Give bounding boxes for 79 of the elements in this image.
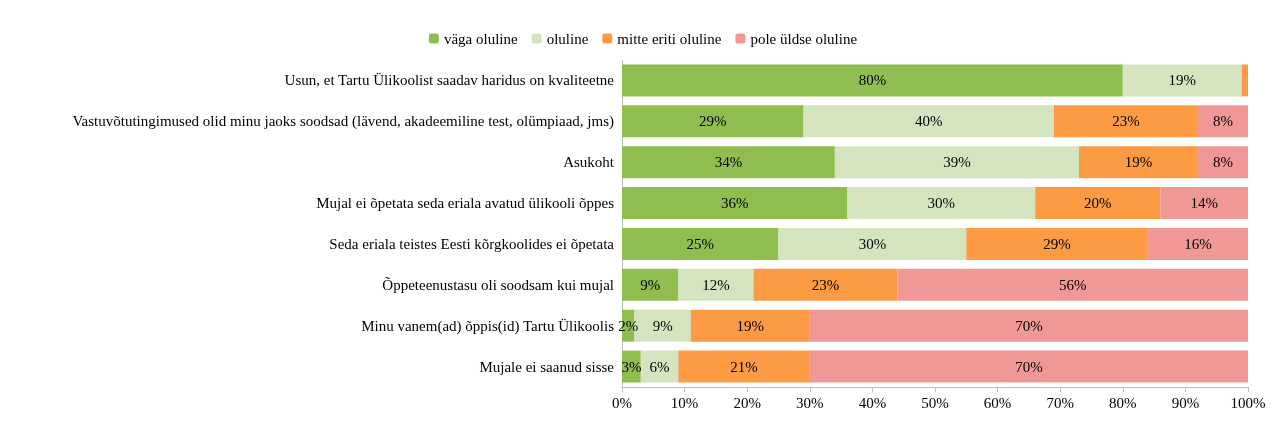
y-tick-label: Õppeteenustasu oli soodsam kui mujal: [382, 276, 614, 293]
data-label: 39%: [943, 154, 971, 171]
data-label: 30%: [858, 235, 887, 252]
x-tick-label: 70%: [1046, 394, 1074, 411]
bar: [847, 187, 1036, 219]
legend-label: pole üldse oluline: [750, 30, 858, 47]
bar: [622, 228, 779, 260]
bar: [690, 309, 810, 342]
y-tick-label: Seda eriala teistes Eesti kõrgkoolides ei õpetata: [329, 235, 615, 252]
data-label: 29%: [699, 113, 727, 130]
x-tick-label: 100%: [1230, 394, 1266, 411]
y-tick-label: Mujal ei õpetata seda eriala avatud ülikooli õppes: [316, 195, 615, 212]
x-tick-label: 90%: [1171, 394, 1200, 411]
data-label: 70%: [1015, 358, 1043, 375]
bar: [1241, 64, 1248, 97]
bar: [1053, 105, 1198, 138]
data-label: 56%: [1058, 276, 1087, 293]
data-label: 21%: [730, 358, 758, 375]
data-label: 6%: [649, 358, 670, 375]
bar: [622, 187, 848, 219]
y-tick-label: Vastuvõtutingimused olid minu jaoks soodsad (lävend, akadeemiline test, olümpiaad, jms): [72, 113, 614, 131]
x-tick-label: 80%: [1109, 394, 1137, 411]
data-label: 40%: [914, 113, 943, 130]
data-label: 34%: [714, 154, 743, 171]
x-tick-label: 30%: [796, 394, 824, 411]
data-label: 16%: [1184, 235, 1212, 252]
bar: [622, 64, 1123, 97]
data-label: 30%: [927, 195, 956, 212]
y-tick-label: Mujale ei saanud sisse: [479, 358, 615, 375]
x-tick-label: 20%: [733, 394, 761, 411]
data-label: 8%: [1212, 154, 1233, 171]
bar: [809, 350, 1248, 383]
data-label: 36%: [720, 195, 749, 212]
y-tick-label: Asukoht: [563, 154, 615, 171]
bar: [834, 146, 1079, 179]
legend-label: oluline: [546, 30, 589, 47]
x-tick-label: 60%: [983, 394, 1012, 411]
x-tick-label: 40%: [858, 394, 887, 411]
bar: [1147, 228, 1248, 260]
data-label: 19%: [736, 317, 765, 334]
bar: [1035, 187, 1161, 219]
legend-label: väga oluline: [443, 30, 518, 47]
bar: [622, 146, 835, 179]
data-label: 23%: [811, 276, 840, 293]
data-label: 70%: [1015, 317, 1043, 334]
bar: [1078, 146, 1198, 179]
bar: [622, 268, 679, 301]
data-label: 23%: [1112, 113, 1140, 130]
x-tick-label: 0%: [612, 394, 632, 411]
data-label: 25%: [686, 235, 714, 252]
bar: [897, 268, 1248, 301]
bar: [778, 228, 967, 260]
data-label: 19%: [1124, 154, 1153, 171]
bar: [622, 105, 804, 138]
bar: [678, 268, 754, 301]
bar: [1197, 146, 1248, 179]
data-label: 20%: [1084, 195, 1112, 212]
y-tick-label: Minu vanem(ad) õppis(id) Tartu Ülikoolis: [361, 317, 615, 335]
data-label: 19%: [1168, 72, 1197, 89]
bar: [1122, 64, 1242, 97]
data-label: 29%: [1043, 235, 1071, 252]
bar: [803, 105, 1054, 138]
data-label: 3%: [621, 358, 642, 375]
data-label: 12%: [702, 276, 730, 293]
data-label: 8%: [1212, 113, 1233, 130]
bar: [753, 268, 898, 301]
bar: [678, 350, 810, 383]
data-label: 9%: [652, 317, 673, 334]
x-tick-label: 10%: [670, 394, 699, 411]
data-label: 14%: [1190, 195, 1218, 212]
x-tick-label: 50%: [921, 394, 949, 411]
bar: [1197, 105, 1248, 138]
bar: [1160, 187, 1248, 219]
data-label: 9%: [640, 276, 661, 293]
y-tick-label: Usun, et Tartu Ülikoolist saadav haridus on kvaliteetne: [284, 72, 615, 89]
data-label: 80%: [858, 72, 887, 89]
bar: [966, 228, 1148, 260]
legend-label: mitte eriti oluline: [617, 30, 722, 47]
bar: [809, 309, 1248, 342]
